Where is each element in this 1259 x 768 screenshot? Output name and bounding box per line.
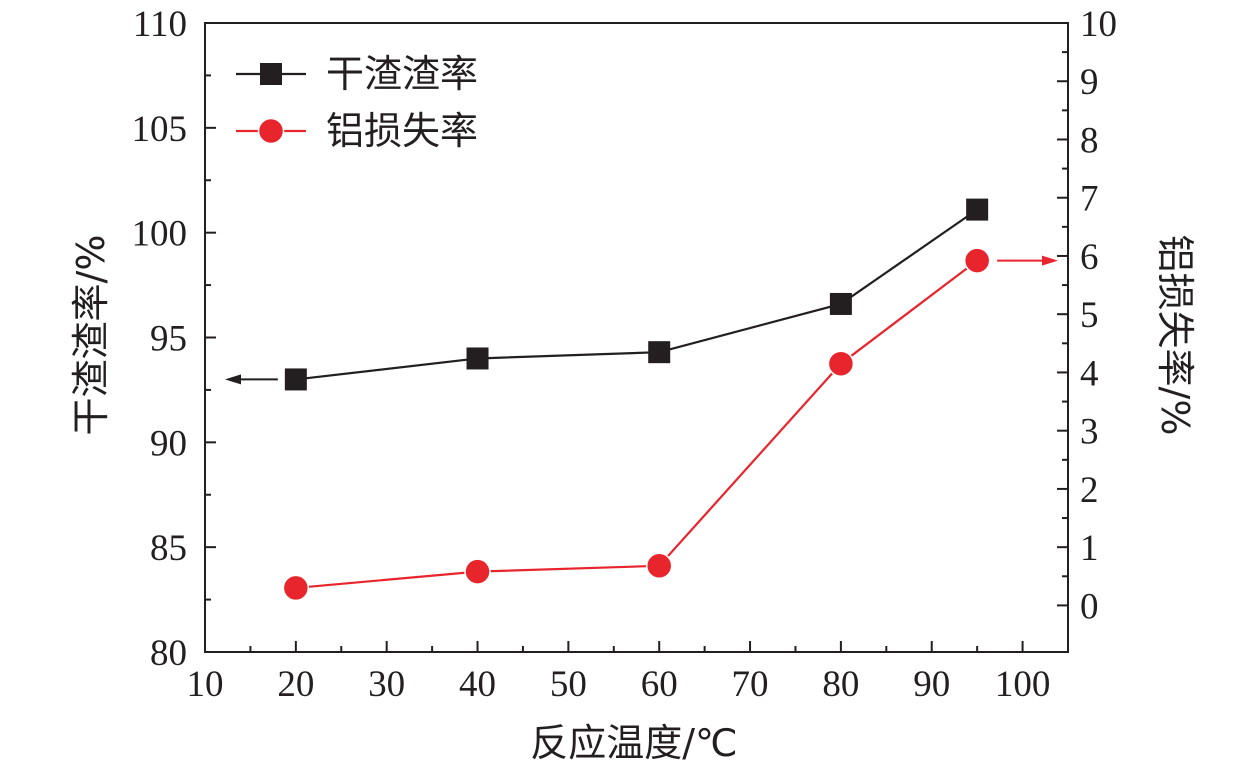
series-layer [225,198,1058,602]
data-point [282,574,310,602]
left-tick-label: 90 [150,423,187,464]
axes: 10 20 30 40 50 60 70 80 90 1008085909510010511001… [132,4,1118,705]
left-tick-label: 95 [150,319,187,360]
legend-label: 干渣渣率 [326,52,478,96]
right-tick-label: 1 [1080,528,1099,569]
left-axis-title: 干渣渣率/% [69,235,113,436]
x-tick-label: 10 [187,664,224,705]
x-tick-label: 90 [913,664,950,705]
right-tick-label: 2 [1080,470,1099,511]
data-point [645,552,673,580]
data-point [829,292,852,315]
data-point [466,347,489,370]
legend-label: 铝损失率 [326,109,478,153]
data-point [827,350,855,377]
legend-item: 干渣渣率 [236,52,478,96]
x-tick-label: 60 [641,664,678,705]
x-axis-title: 反应温度/℃ [530,721,737,765]
left-tick-label: 80 [150,633,187,674]
data-point [648,341,671,364]
series-2 [282,247,1058,602]
series-1 [225,198,989,391]
arrowhead [1042,255,1058,266]
x-tick-label: 30 [368,664,405,705]
right-tick-label: 5 [1080,295,1099,336]
x-tick-label: 70 [732,664,769,705]
series-line [295,259,978,590]
legend-marker [260,63,282,85]
right-tick-label: 8 [1080,120,1099,161]
right-tick-label: 9 [1080,62,1099,103]
x-tick-label: 80 [822,664,859,705]
left-tick-label: 110 [133,4,187,45]
data-point [966,198,989,221]
right-tick-label: 4 [1080,353,1099,394]
right-tick-label: 6 [1080,237,1099,278]
legend-marker [257,117,285,145]
data-point [284,368,307,391]
x-tick-label: 100 [995,664,1051,705]
x-tick-label: 50 [550,664,587,705]
x-tick-label: 40 [459,664,496,705]
right-tick-label: 10 [1080,4,1117,45]
data-point [464,558,491,585]
right-tick-label: 3 [1080,412,1099,453]
left-tick-label: 100 [132,214,188,255]
arrowhead [225,374,241,385]
series-line [295,208,978,381]
x-tick-label: 20 [277,664,314,705]
right-tick-label: 7 [1080,179,1099,220]
right-tick-label: 0 [1080,586,1099,627]
data-point [963,247,991,274]
legend-item: 铝损失率 [236,109,478,153]
right-axis-title: 铝损失率/% [1153,235,1197,436]
left-tick-label: 105 [132,109,188,150]
left-tick-label: 85 [150,528,187,569]
